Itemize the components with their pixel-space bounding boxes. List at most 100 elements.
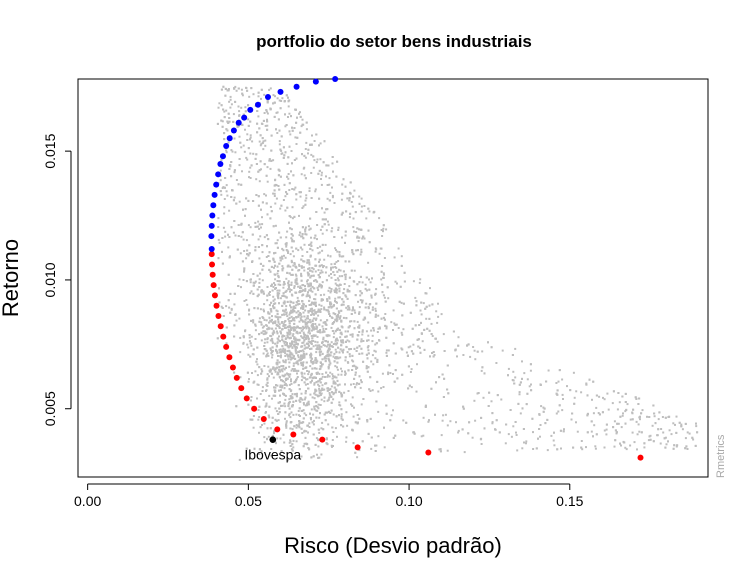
random-portfolio-point xyxy=(311,376,314,379)
random-portfolio-point xyxy=(542,406,545,409)
random-portfolio-point xyxy=(566,385,568,388)
random-portfolio-point xyxy=(335,388,338,391)
random-portfolio-point xyxy=(529,363,532,366)
random-portfolio-point xyxy=(310,172,313,174)
random-portfolio-point xyxy=(338,296,341,299)
random-portfolio-point xyxy=(523,372,526,375)
random-portfolio-point xyxy=(291,334,294,337)
random-portfolio-point xyxy=(673,444,676,447)
random-portfolio-point xyxy=(312,312,315,315)
random-portfolio-point xyxy=(442,333,445,336)
random-portfolio-point xyxy=(276,366,278,369)
random-portfolio-point xyxy=(296,330,299,333)
random-portfolio-point xyxy=(282,249,285,252)
random-portfolio-point xyxy=(426,327,429,330)
random-portfolio-point xyxy=(327,223,330,226)
random-portfolio-point xyxy=(525,403,528,406)
random-portfolio-point xyxy=(227,299,230,302)
random-portfolio-point xyxy=(512,425,515,428)
random-portfolio-point xyxy=(415,300,418,303)
random-portfolio-point xyxy=(530,383,532,386)
random-portfolio-point xyxy=(320,264,323,267)
random-portfolio-point xyxy=(248,244,251,247)
random-portfolio-point xyxy=(277,318,280,321)
random-portfolio-point xyxy=(347,369,350,372)
random-portfolio-point xyxy=(282,340,285,343)
x-axis-title: Risco (Desvio padrão) xyxy=(284,533,502,558)
random-portfolio-point xyxy=(290,344,293,347)
random-portfolio-point xyxy=(457,431,460,434)
random-portfolio-point xyxy=(382,294,385,297)
random-portfolio-point xyxy=(310,241,313,244)
random-portfolio-point xyxy=(278,361,281,364)
random-portfolio-point xyxy=(358,345,361,348)
random-portfolio-point xyxy=(344,234,347,237)
random-portfolio-point xyxy=(358,306,361,309)
random-portfolio-point xyxy=(313,327,316,330)
random-portfolio-point xyxy=(296,360,299,363)
random-portfolio-point xyxy=(434,337,437,340)
random-portfolio-point xyxy=(287,156,290,159)
random-portfolio-point xyxy=(317,395,320,398)
random-portfolio-point xyxy=(299,350,302,353)
random-portfolio-point xyxy=(476,350,479,353)
random-portfolio-point xyxy=(307,447,310,449)
random-portfolio-point xyxy=(309,243,312,246)
random-portfolio-point xyxy=(298,265,301,267)
random-portfolio-point xyxy=(321,384,324,387)
random-portfolio-point xyxy=(269,339,272,342)
random-portfolio-point xyxy=(303,335,306,338)
inefficient-frontier-point xyxy=(226,354,233,361)
random-portfolio-point xyxy=(362,235,365,238)
random-portfolio-point xyxy=(375,288,378,291)
random-portfolio-point xyxy=(279,256,282,259)
random-portfolio-point xyxy=(410,368,413,371)
random-portfolio-point xyxy=(234,314,237,316)
random-portfolio-point xyxy=(287,280,290,283)
random-portfolio-point xyxy=(348,276,351,279)
random-portfolio-point xyxy=(304,309,307,312)
random-portfolio-point xyxy=(290,310,293,313)
random-portfolio-point xyxy=(334,318,337,321)
random-portfolio-point xyxy=(336,384,339,387)
random-portfolio-point xyxy=(301,300,304,303)
random-portfolio-point xyxy=(392,342,395,345)
random-portfolio-point xyxy=(276,239,279,242)
random-portfolio-point xyxy=(330,345,333,348)
random-portfolio-point xyxy=(293,159,296,161)
random-portfolio-point xyxy=(640,431,643,434)
random-portfolio-point xyxy=(270,349,273,352)
random-portfolio-point xyxy=(319,158,322,161)
random-portfolio-point xyxy=(313,303,316,306)
random-portfolio-point xyxy=(370,436,373,439)
random-portfolio-point xyxy=(216,337,219,340)
random-portfolio-point xyxy=(358,382,361,385)
random-portfolio-point xyxy=(325,164,328,167)
random-portfolio-point xyxy=(378,217,381,220)
random-portfolio-point xyxy=(457,429,460,432)
random-portfolio-point xyxy=(261,279,264,282)
random-portfolio-point xyxy=(342,292,345,295)
random-portfolio-point xyxy=(276,97,279,100)
random-portfolio-point xyxy=(402,328,405,331)
random-portfolio-point xyxy=(262,330,265,333)
random-portfolio-point xyxy=(232,231,235,234)
random-portfolio-point xyxy=(555,382,558,384)
random-portfolio-point xyxy=(605,423,608,426)
random-portfolio-point xyxy=(284,195,287,198)
random-portfolio-point xyxy=(325,382,328,385)
random-portfolio-point xyxy=(351,205,354,208)
random-portfolio-point xyxy=(270,372,273,375)
random-portfolio-point xyxy=(263,345,266,347)
random-portfolio-point xyxy=(309,144,312,146)
random-portfolio-point xyxy=(288,112,291,115)
random-portfolio-point xyxy=(291,129,294,132)
random-portfolio-point xyxy=(237,235,240,237)
efficient-frontier-point xyxy=(208,246,215,253)
random-portfolio-point xyxy=(249,138,251,141)
random-portfolio-point xyxy=(299,291,302,293)
random-portfolio-point xyxy=(521,377,523,380)
random-portfolio-point xyxy=(309,282,312,285)
random-portfolio-point xyxy=(344,356,347,359)
random-portfolio-point xyxy=(230,308,233,311)
